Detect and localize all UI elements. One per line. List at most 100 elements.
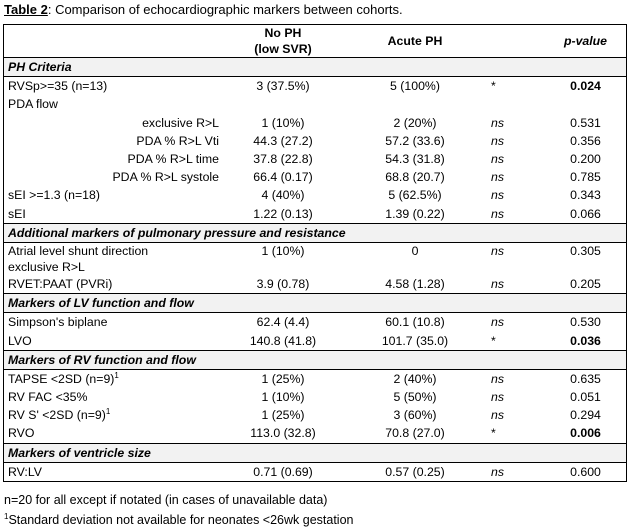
significance-marker: ns xyxy=(491,152,504,167)
comparison-table: No PH (low SVR) Acute PH p-value PH Crite… xyxy=(3,24,627,482)
significance-marker: ns xyxy=(491,115,504,130)
row-label: TAPSE <2SD (n=9)1 xyxy=(4,369,224,388)
row-label: PDA % R>L Vti xyxy=(136,133,219,148)
row-label: PDA % R>L time xyxy=(127,152,219,167)
table-row: RV:LV 0.71 (0.69) 0.57 (0.25) ns 0.600 xyxy=(4,462,627,481)
section-row: Markers of ventricle size xyxy=(3,442,627,463)
significance-marker: ns xyxy=(491,315,504,330)
no-ph-value: 66.4 (0.17) xyxy=(253,170,313,185)
no-ph-value: 1 (10%) xyxy=(261,243,305,258)
row-label: RVSp>=35 (n=13) xyxy=(8,79,108,94)
p-value: 0.200 xyxy=(570,152,601,167)
row-label: exclusive R>L xyxy=(142,115,219,130)
significance-marker: ns xyxy=(491,170,504,185)
table-caption-text: : Comparison of echocardiographic marker… xyxy=(47,2,403,17)
no-ph-value: 44.3 (27.2) xyxy=(253,133,313,148)
significance-marker: ns xyxy=(491,390,504,405)
header-no-ph: No PH (low SVR) xyxy=(223,24,343,58)
acute-ph-value: 0.57 (0.25) xyxy=(385,464,445,479)
table-label: Table 2 xyxy=(4,2,48,17)
row-label-line1: Atrial level shunt direction xyxy=(8,243,149,258)
significance-marker: * xyxy=(491,333,496,348)
acute-ph-value: 0 xyxy=(411,243,419,258)
header-acute-ph: Acute PH xyxy=(343,24,487,58)
section-row: Additional markers of pulmonary pressure… xyxy=(3,222,627,243)
p-value: 0.530 xyxy=(570,315,601,330)
acute-ph-value: 57.2 (33.6) xyxy=(385,133,445,148)
acute-ph-value: 70.8 (27.0) xyxy=(385,426,445,441)
p-value: 0.635 xyxy=(570,371,601,386)
no-ph-value: 1.22 (0.13) xyxy=(253,206,313,221)
section-lv-function: Markers of LV function and flow xyxy=(3,293,627,314)
header-p-value: p-value xyxy=(545,24,627,58)
no-ph-value: 1 (10%) xyxy=(261,115,305,130)
significance-marker: * xyxy=(491,79,496,94)
table-row: PDA % R>L Vti 44.3 (27.2) 57.2 (33.6) ns… xyxy=(4,132,627,150)
acute-ph-value: 5 (100%) xyxy=(390,79,440,94)
p-value: 0.205 xyxy=(570,276,601,291)
significance-marker: * xyxy=(491,426,496,441)
row-label: PDA % R>L systole xyxy=(112,170,219,185)
no-ph-value: 0.71 (0.69) xyxy=(253,464,313,479)
acute-ph-value: 5 (50%) xyxy=(393,390,437,405)
row-label-text: RV S' <2SD (n=9) xyxy=(8,408,106,423)
table-row: Simpson's biplane 62.4 (4.4) 60.1 (10.8)… xyxy=(4,313,627,332)
table-row: RV FAC <35% 1 (10%) 5 (50%) ns 0.051 xyxy=(4,388,627,406)
row-label: RVET:PAAT (PVRi) xyxy=(8,276,113,291)
row-label-line2: exclusive R>L xyxy=(8,259,85,274)
table-row: RVO 113.0 (32.8) 70.8 (27.0) * 0.006 xyxy=(4,424,627,443)
table-caption: Table 2: Comparison of echocardiographic… xyxy=(4,2,403,18)
table-row: RV S' <2SD (n=9)1 1 (25%) 3 (60%) ns 0.2… xyxy=(4,406,627,424)
table-row: sEI >=1.3 (n=18) 4 (40%) 5 (62.5%) ns 0.… xyxy=(4,186,627,204)
no-ph-value: 37.8 (22.8) xyxy=(253,152,313,167)
p-value: 0.785 xyxy=(570,170,601,185)
header-row: No PH (low SVR) Acute PH p-value xyxy=(3,24,627,58)
acute-ph-value: 101.7 (35.0) xyxy=(381,333,449,348)
row-label: PDA flow xyxy=(8,97,58,112)
footnote-marker: 1 xyxy=(105,407,111,417)
section-ph-criteria: PH Criteria xyxy=(3,56,627,78)
section-additional-markers: Additional markers of pulmonary pressure… xyxy=(3,222,627,243)
section-row: PH Criteria xyxy=(3,56,627,78)
significance-marker: ns xyxy=(491,188,504,203)
p-value: 0.294 xyxy=(570,408,601,423)
header-marker xyxy=(3,24,223,58)
p-value: 0.036 xyxy=(570,333,601,348)
table-row: Atrial level shunt direction exclusive R>… xyxy=(4,242,627,275)
table-row: LVO 140.8 (41.8) 101.7 (35.0) * 0.036 xyxy=(4,331,627,350)
no-ph-value: 113.0 (32.8) xyxy=(250,426,316,441)
p-value: 0.305 xyxy=(570,243,601,258)
row-label-text: TAPSE <2SD (n=9) xyxy=(8,371,115,386)
table-row: exclusive R>L 1 (10%) 2 (20%) ns 0.531 xyxy=(4,114,627,132)
row-label: Simpson's biplane xyxy=(8,315,108,330)
row-label: sEI >=1.3 (n=18) xyxy=(8,188,100,203)
acute-ph-value: 68.8 (20.7) xyxy=(385,170,445,185)
footnote-marker: 1 xyxy=(114,370,119,380)
no-ph-value: 3.9 (0.78) xyxy=(256,276,310,291)
significance-marker: ns xyxy=(491,206,504,221)
row-label: RV FAC <35% xyxy=(8,390,88,405)
acute-ph-value: 3 (60%) xyxy=(393,408,437,423)
table-row: RVSp>=35 (n=13) 3 (37.5%) 5 (100%) * 0.0… xyxy=(4,77,627,96)
acute-ph-value: 54.3 (31.8) xyxy=(385,152,445,167)
section-row: Markers of RV function and flow xyxy=(3,349,627,370)
significance-marker: ns xyxy=(491,243,504,258)
p-value: 0.051 xyxy=(570,390,601,405)
row-label: sEI xyxy=(8,206,26,221)
acute-ph-value: 4.58 (1.28) xyxy=(385,276,445,291)
significance-marker: ns xyxy=(491,371,504,386)
p-value: 0.356 xyxy=(570,133,601,148)
no-ph-value: 4 (40%) xyxy=(261,188,305,203)
row-label: RV S' <2SD (n=9)1 xyxy=(4,406,224,424)
table-row: PDA % R>L systole 66.4 (0.17) 68.8 (20.7… xyxy=(4,168,627,186)
section-rv-function: Markers of RV function and flow xyxy=(3,349,627,370)
acute-ph-value: 60.1 (10.8) xyxy=(385,315,445,330)
p-value: 0.600 xyxy=(570,464,601,479)
table-row: sEI 1.22 (0.13) 1.39 (0.22) ns 0.066 xyxy=(4,205,627,224)
p-value: 0.066 xyxy=(570,206,601,221)
significance-marker: ns xyxy=(491,408,504,423)
p-value: 0.006 xyxy=(570,426,601,441)
p-value: 0.531 xyxy=(570,115,601,130)
no-ph-value: 1 (10%) xyxy=(261,390,305,405)
